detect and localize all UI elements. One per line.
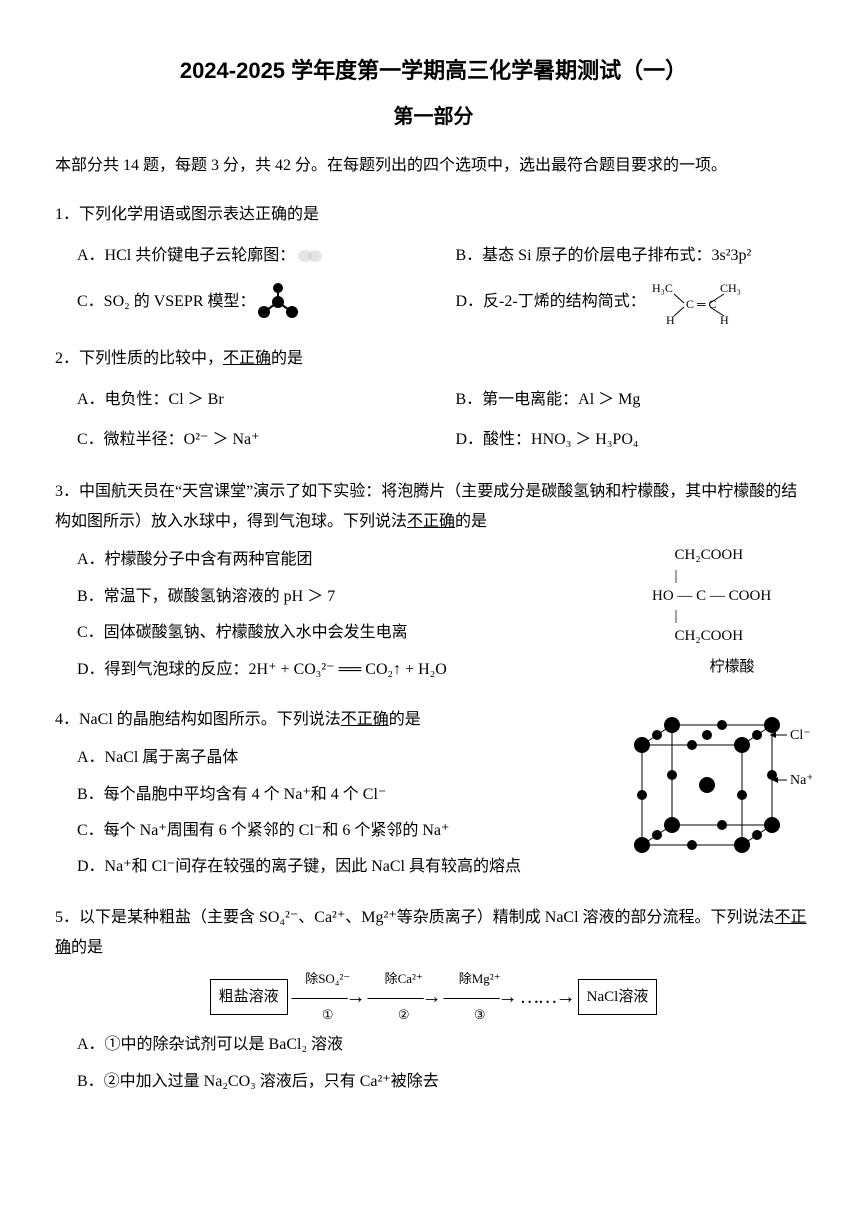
question-1: 1．下列化学用语或图示表达正确的是 A．HCl 共价键电子云轮廓图： B．基态 …: [55, 200, 812, 330]
flow-arrow-3: 除Mg²⁺ ———→ ③: [444, 972, 516, 1023]
arrow2-bot: ②: [398, 1008, 410, 1022]
question-5: 5．以下是某种粗盐（主要含 SO₄²⁻、Ca²⁺、Mg²⁺等杂质离子）精制成 N…: [55, 903, 812, 1097]
q1-a-text: A．HCl 共价键电子云轮廓图：: [77, 241, 295, 271]
q5-stem: 5．以下是某种粗盐（主要含 SO₄²⁻、Ca²⁺、Mg²⁺等杂质离子）精制成 N…: [55, 903, 812, 964]
page-title: 2024-2025 学年度第一学期高三化学暑期测试（一）: [55, 50, 812, 92]
svg-text:C ═ C: C ═ C: [686, 297, 717, 311]
flow-start-box: 粗盐溶液: [210, 979, 288, 1016]
q2-opt-d: D．酸性：HNO₃ ＞ H₃PO₄: [434, 423, 813, 459]
nacl-crystal-figure: Cl⁻ Na⁺: [622, 705, 812, 884]
arrow1-top: 除SO₄²⁻: [305, 972, 350, 986]
q2-stem: 2．下列性质的比较中，不正确的是: [55, 344, 812, 374]
q5-stem-post: 的是: [71, 939, 103, 956]
nacl-crystal-icon: Cl⁻ Na⁺: [622, 705, 812, 875]
question-4: Cl⁻ Na⁺ 4．NaCl 的晶胞结构如图所示。下列说法不正确的是 A．NaC…: [55, 705, 812, 889]
flow-arrow-2: 除Ca²⁺ ———→ ②: [368, 972, 440, 1023]
flow-dots: ……: [520, 986, 556, 1008]
citric-l4: |: [652, 608, 678, 624]
q1-d-text: D．反-2-丁烯的结构简式：: [456, 287, 646, 317]
svg-text:H₃C: H₃C: [652, 281, 673, 295]
citric-l2: |: [652, 568, 678, 584]
na-label: Na⁺: [790, 773, 812, 788]
section-intro: 本部分共 14 题，每题 3 分，共 42 分。在每题列出的四个选项中，选出最符…: [55, 150, 812, 182]
q1-opt-b: B．基态 Si 原子的价层电子排布式：3s²3p²: [434, 238, 813, 274]
q1-opt-c: C．SO₂ 的 VSEPR 模型：: [55, 278, 434, 326]
q1-c-text: C．SO₂ 的 VSEPR 模型：: [77, 287, 256, 317]
q2-opt-a: A．电负性：Cl ＞ Br: [55, 383, 434, 419]
q1-opt-a: A．HCl 共价键电子云轮廓图：: [55, 238, 434, 274]
arrow2-top: 除Ca²⁺: [385, 972, 423, 986]
citric-l1: CH₂COOH: [652, 547, 743, 563]
q5-opt-b: B．②中加入过量 Na₂CO₃ 溶液后，只有 Ca²⁺被除去: [55, 1067, 812, 1097]
citric-label: 柠檬酸: [652, 653, 812, 682]
section-title: 第一部分: [55, 98, 812, 136]
q2-opt-c: C．微粒半径：O²⁻ ＞ Na⁺: [55, 423, 434, 459]
arrow3-top: 除Mg²⁺: [459, 972, 501, 986]
flow-arrow-1: 除SO₄²⁻ ———→ ①: [292, 972, 364, 1023]
flow-end-box: NaCl溶液: [578, 979, 658, 1016]
svg-text:H: H: [720, 313, 729, 326]
purification-flowchart: 粗盐溶液 除SO₄²⁻ ———→ ① 除Ca²⁺ ———→ ② 除Mg²⁺ ——…: [55, 972, 812, 1023]
flow-arrow-4: ……→: [520, 972, 574, 1023]
citric-l5: CH₂COOH: [652, 628, 743, 644]
svg-text:CH₃: CH₃: [720, 281, 741, 295]
electron-cloud-icon: [295, 245, 325, 267]
citric-l3: HO — C — COOH: [652, 588, 771, 604]
butene-structure-icon: H₃C CH₃ H H C ═ C: [646, 278, 746, 326]
question-2: 2．下列性质的比较中，不正确的是 A．电负性：Cl ＞ Br B．第一电离能：A…: [55, 344, 812, 462]
arrow3-bot: ③: [474, 1008, 486, 1022]
q1-stem: 1．下列化学用语或图示表达正确的是: [55, 200, 812, 230]
q2-opt-b: B．第一电离能：Al ＞ Mg: [434, 383, 813, 419]
q5-stem-pre: 5．以下是某种粗盐（主要含 SO₄²⁻、Ca²⁺、Mg²⁺等杂质离子）精制成 N…: [55, 909, 775, 926]
svg-text:H: H: [666, 313, 675, 326]
arrow1-bot: ①: [322, 1008, 334, 1022]
question-3: 3．中国航天员在“天宫课堂”演示了如下实验：将泡腾片（主要成分是碳酸氢钠和柠檬酸…: [55, 477, 812, 691]
q1-opt-d: D．反-2-丁烯的结构简式： H₃C CH₃ H H C ═ C: [434, 278, 813, 326]
cl-label: Cl⁻: [790, 728, 811, 743]
q3-stem: 3．中国航天员在“天宫课堂”演示了如下实验：将泡腾片（主要成分是碳酸氢钠和柠檬酸…: [55, 477, 812, 538]
citric-acid-figure: CH₂COOH | HO — C — COOH | CH₂COOH 柠檬酸: [652, 545, 812, 681]
q5-opt-a: A．①中的除杂试剂可以是 BaCl₂ 溶液: [55, 1030, 812, 1060]
vsepr-model-icon: [256, 282, 300, 322]
